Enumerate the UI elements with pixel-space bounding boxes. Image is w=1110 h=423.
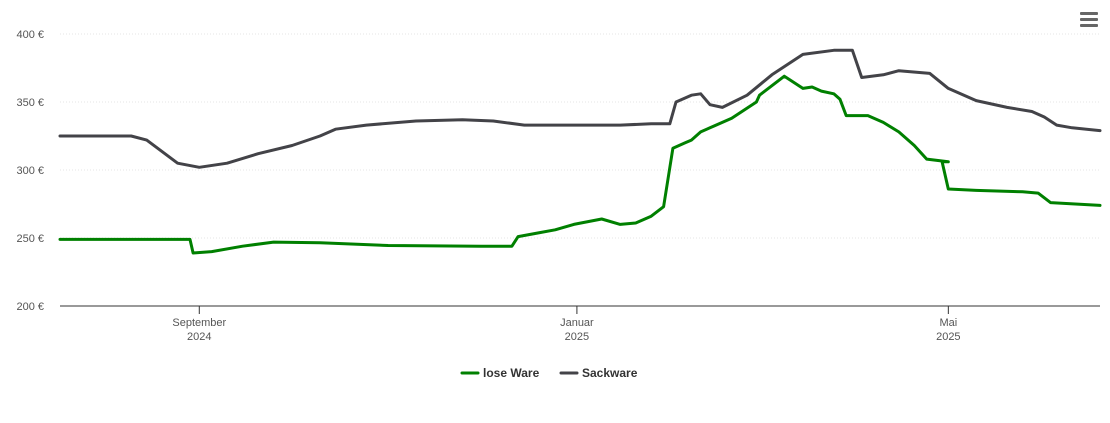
x-tick-sublabel: 2025: [936, 331, 960, 343]
y-tick-label: 300 €: [16, 165, 44, 177]
series-lines: [58, 48, 1102, 255]
grid-lines: [60, 33, 1100, 239]
menu-bar: [1080, 12, 1098, 15]
y-tick-label: 350 €: [16, 97, 44, 109]
menu-bar: [1080, 24, 1098, 27]
legend-item-sackware[interactable]: Sackware: [559, 366, 638, 380]
x-tick-sublabel: 2024: [187, 331, 211, 343]
legend-label: Sackware: [582, 366, 638, 380]
x-tick-label: Januar: [560, 317, 594, 329]
hamburger-menu-icon[interactable]: [1078, 12, 1100, 32]
legend-item-lose-ware[interactable]: lose Ware: [460, 366, 540, 380]
y-tick-label: 400 €: [16, 29, 44, 41]
x-tick-sublabel: 2025: [565, 331, 589, 343]
x-tick-label: Mai: [939, 317, 957, 329]
series-line-lose-ware[interactable]: [58, 74, 1102, 255]
menu-bar: [1080, 18, 1098, 21]
y-tick-label: 250 €: [16, 233, 44, 245]
legend[interactable]: lose Ware Sackware: [460, 366, 638, 380]
y-axis: 200 € 250 € 300 € 350 € 400 €: [16, 29, 44, 313]
y-tick-label: 200 €: [16, 301, 44, 313]
x-tick-label: September: [172, 317, 226, 329]
x-axis: September 2024 Januar 2025 Mai 2025: [60, 305, 1100, 343]
legend-label: lose Ware: [483, 366, 540, 380]
series-line-sackware[interactable]: [58, 48, 1102, 169]
